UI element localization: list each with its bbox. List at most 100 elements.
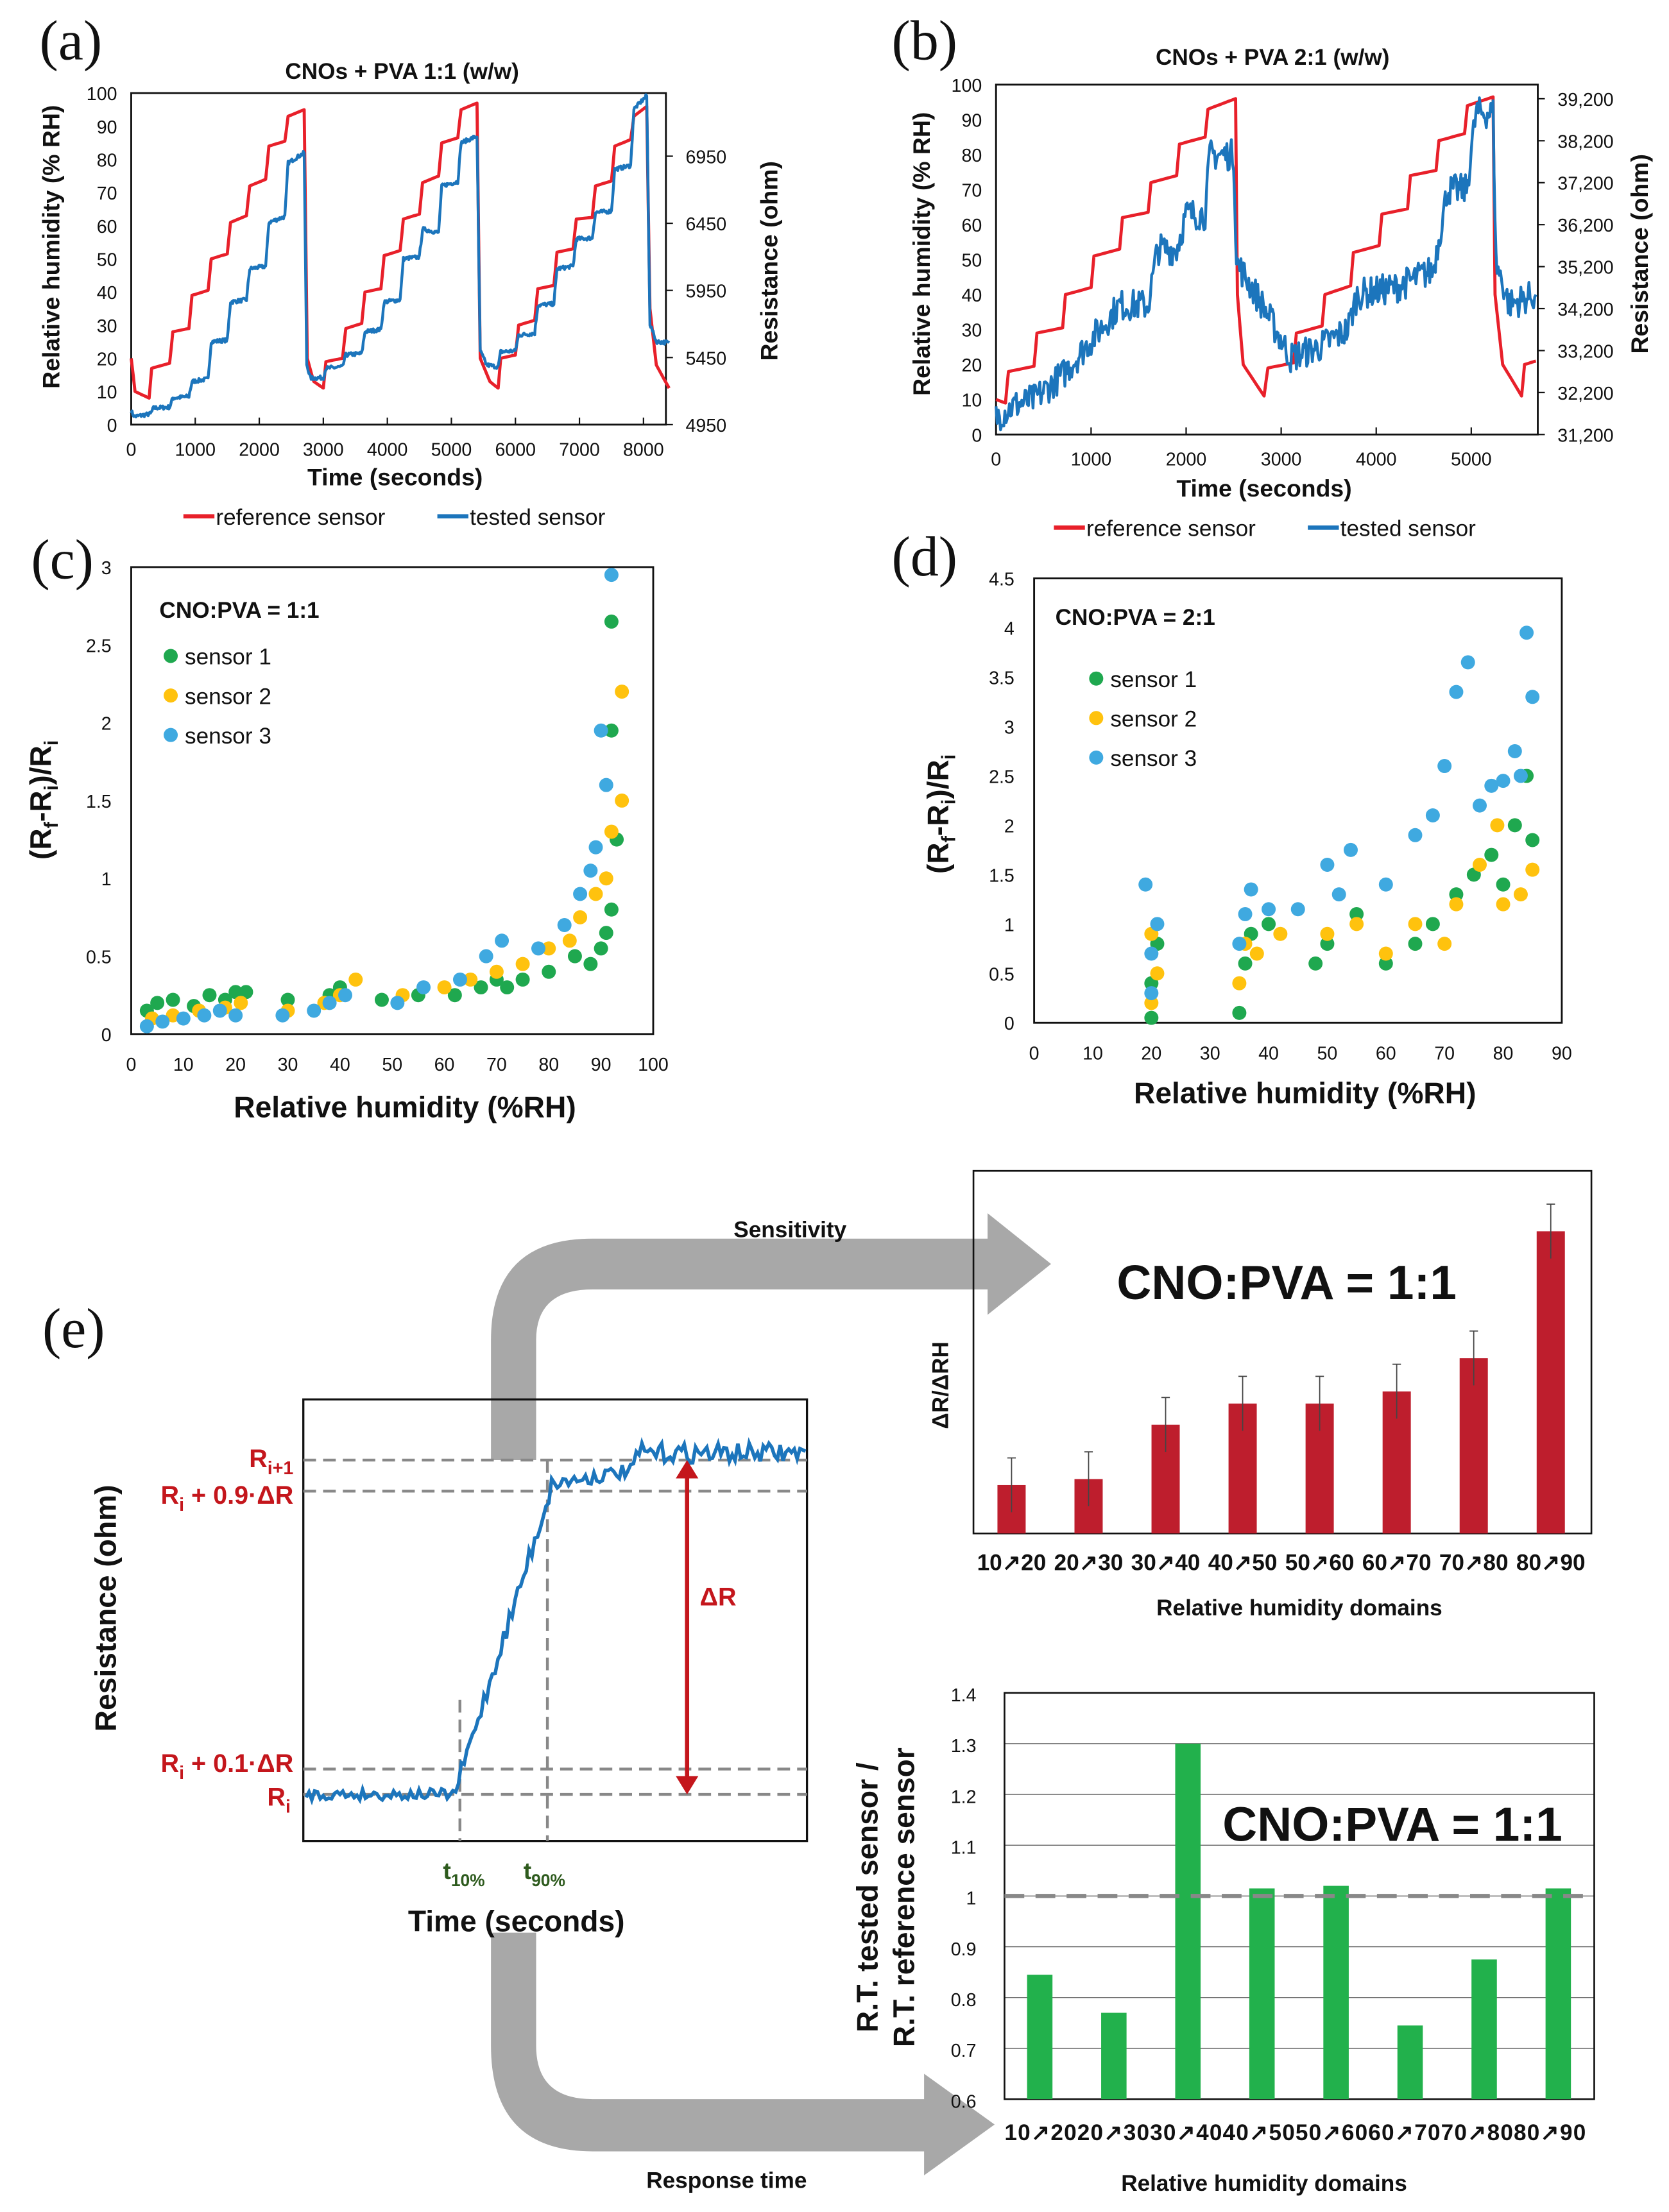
data-point-sensor-1 [228,985,243,1000]
chart-d: (Rf-Ri)/Ri Relative humidity (%RH) CNO:P… [921,570,1571,1110]
chart-b-title: CNOs + PVA 2:1 (w/w) [1156,45,1389,70]
chart-b-y2label: Resistance (ohm) [1626,154,1653,353]
y-tick-label: 0 [107,416,117,436]
data-point-sensor-2 [1232,976,1247,991]
data-point-sensor-2 [437,980,452,995]
data-point-sensor-3 [155,1014,170,1029]
x-tick-label: 70 [486,1055,507,1075]
data-point-sensor-3 [1320,857,1335,872]
panel-label-d: (d) [892,526,958,588]
data-point-sensor-2 [1525,862,1540,877]
y-tick-label: 1 [966,1889,977,1909]
category-label: 50↗60 [1285,1550,1355,1575]
x-tick-label: 70 [1434,1043,1455,1064]
chart-c-ylabel: (Rf-Ri)/Ri [24,740,62,860]
response-ylabel-line1: R.T. tested sensor / [851,1762,884,2032]
data-point-sensor-1 [1238,956,1253,971]
y-tick-label: 1.4 [951,1685,977,1706]
plot-frame [1033,577,1563,1024]
sensitivity-bar [1459,1358,1488,1534]
y2-tick-label: 5450 [686,348,727,369]
data-point-sensor-2 [573,910,588,924]
sensitivity-annotation: CNO:PVA = 1:1 [1117,1255,1457,1309]
x-tick-label: 60 [1376,1043,1396,1064]
response-time-bar [1249,1888,1275,2100]
reference-sensor-line [995,95,1537,405]
x-tick-label: 1000 [175,439,216,460]
data-point-sensor-1 [1232,1005,1247,1020]
x-tick-label: 4000 [1356,450,1397,470]
y-tick-label: 30 [97,316,117,337]
y-tick-label: 0.8 [951,1990,977,2011]
reference-sensor-line [130,101,671,400]
legend-marker-sensor-3 [1089,750,1104,765]
chart-a-xlabel: Time (seconds) [307,463,483,490]
sensitivity-bar-chart: CNO:PVA = 1:1 ΔR/ΔRH Relative humidity d… [928,1170,1593,1621]
data-point-sensor-2 [542,941,556,956]
data-point-sensor-3 [1232,937,1247,951]
y-tick-label: 60 [961,216,982,236]
y-tick-label: 100 [87,84,117,105]
response-time-arrow-icon [491,1932,995,2175]
data-point-sensor-1 [1496,877,1511,892]
data-point-sensor-3 [599,778,613,792]
data-point-sensor-3 [228,1008,243,1023]
y2-tick-label: 39,200 [1557,90,1613,110]
data-point-sensor-2 [1490,818,1505,833]
y-tick-label: 0 [101,1025,112,1046]
legend-label-reference: reference sensor [1086,516,1256,541]
data-point-sensor-3 [1343,842,1358,857]
y-tick-label: 0.5 [86,948,112,968]
response-time-bar [1323,1885,1349,2100]
sensitivity-arrow-icon [491,1213,1051,1460]
data-point-sensor-3 [1437,759,1452,774]
sensitivity-label: Sensitivity [733,1218,846,1243]
panel-label-c: (c) [31,529,94,591]
x-tick-label: 5000 [1451,450,1492,470]
level-label-ri09: Ri + 0.9·ΔR [161,1481,294,1515]
category-label: 60↗70 [1362,1550,1432,1575]
chart-b-xlabel: Time (seconds) [1176,475,1351,502]
data-point-sensor-3 [594,723,608,738]
chart-d-annotation: CNO:PVA = 2:1 [1056,605,1215,630]
data-point-sensor-2 [1349,917,1364,932]
legend-label-tested: tested sensor [470,505,605,530]
legend-marker-sensor-1 [164,649,178,663]
panel-label-b: (b) [892,10,958,72]
y2-tick-label: 36,200 [1557,216,1613,236]
data-point-sensor-2 [1513,887,1528,902]
level-label-ri01: Ri + 0.1·ΔR [161,1749,294,1783]
data-point-sensor-1 [567,949,582,964]
x-tick-label: 0 [126,1055,137,1075]
plot-frame [130,566,655,1035]
y-tick-label: 2 [1004,816,1014,837]
legend-label-sensor-1: sensor 1 [185,645,271,670]
data-point-sensor-3 [1138,877,1153,892]
data-point-sensor-2 [1408,917,1423,932]
x-tick-label: 3000 [1261,450,1302,470]
data-point-sensor-1 [604,614,619,629]
data-point-sensor-3 [588,840,603,855]
y-tick-label: 1.3 [951,1736,977,1757]
schematic-ylabel: Resistance (ohm) [89,1485,122,1731]
category-label: 80↗90 [1516,1550,1586,1575]
data-point-sensor-3 [495,933,509,948]
y-tick-label: 0.9 [951,1939,977,1960]
chart-c-annotation: CNO:PVA = 1:1 [159,598,319,623]
plot-frame [130,92,667,426]
data-point-sensor-3 [1484,778,1499,793]
data-point-sensor-3 [275,1008,290,1023]
data-point-sensor-1 [1144,1010,1159,1025]
legend-label-sensor-3: sensor 3 [185,724,271,749]
plot-frame [995,83,1539,436]
response-time-bar [1101,2012,1127,2100]
x-tick-label: 40 [1258,1043,1279,1064]
y2-tick-label: 6450 [686,214,727,235]
level-label-ri1: Ri+1 [249,1445,293,1479]
data-point-sensor-3 [1525,690,1540,704]
y-tick-label: 1.1 [951,1837,977,1858]
data-point-sensor-1 [542,964,556,979]
data-point-sensor-2 [1378,946,1393,961]
data-point-sensor-1 [604,723,619,738]
